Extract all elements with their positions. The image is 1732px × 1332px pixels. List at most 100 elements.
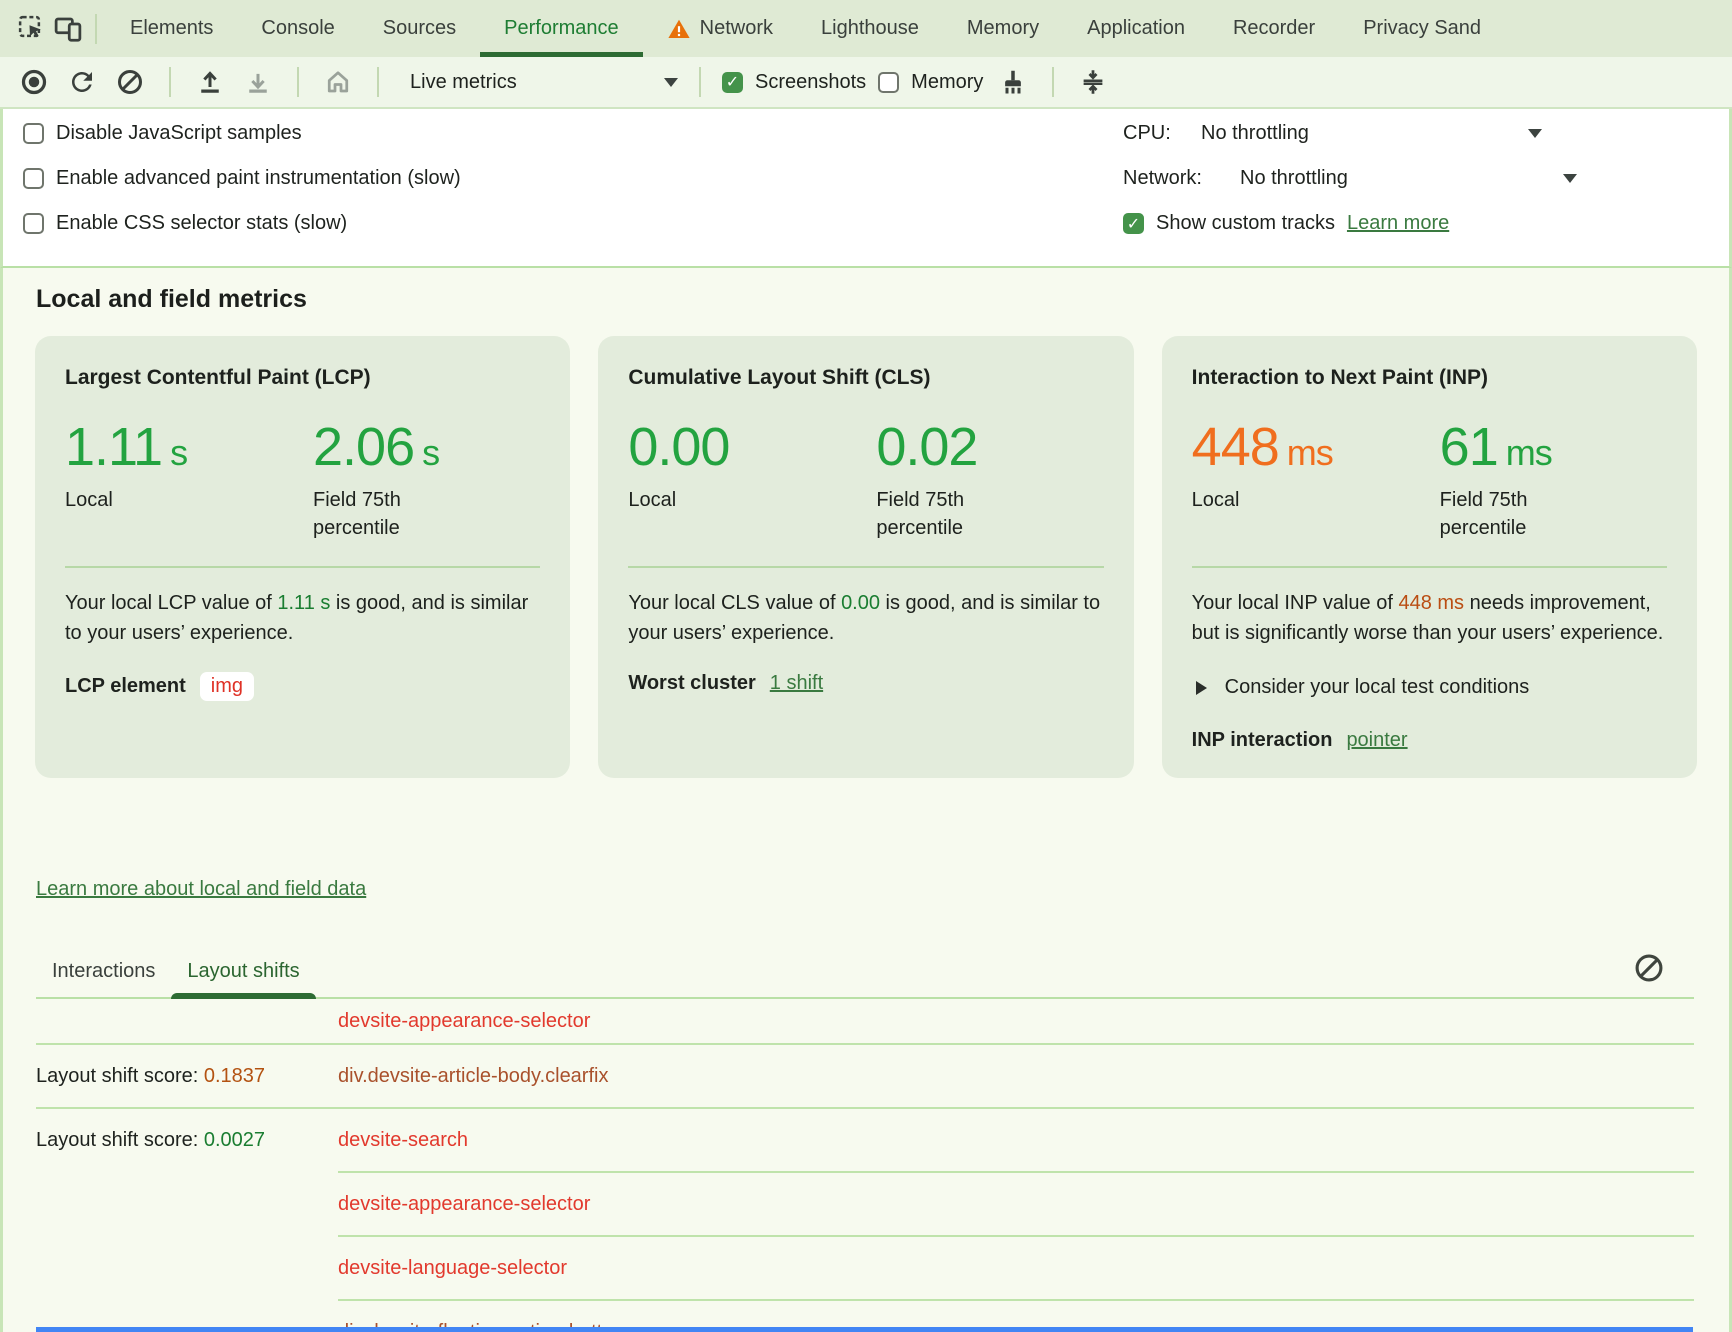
tab-label: Performance	[504, 17, 619, 39]
disable-js-samples-row[interactable]: Disable JavaScript samples	[23, 111, 1729, 156]
upload-profile-icon[interactable]	[192, 64, 228, 100]
element-node-link[interactable]: div.devsite-floating-action-buttons	[338, 1321, 634, 1332]
card-title: Interaction to Next Paint (INP)	[1191, 366, 1489, 389]
live-metrics-panel: Local and field metrics Largest Contentf…	[0, 268, 1732, 1332]
tab-label: Privacy Sand	[1363, 17, 1482, 39]
divider	[95, 13, 97, 44]
network-throttling-select[interactable]: No throttling	[1240, 167, 1348, 189]
lcp-element-node-link[interactable]: img	[199, 672, 255, 701]
divider	[338, 1235, 1694, 1237]
advanced-paint-row[interactable]: Enable advanced paint instrumentation (s…	[23, 156, 1729, 201]
shift-score-value: 0.1837	[203, 1064, 266, 1087]
clear-icon[interactable]	[112, 64, 148, 100]
css-selector-stats-checkbox[interactable]	[23, 213, 44, 234]
chevron-down-icon[interactable]	[1528, 129, 1542, 138]
divider	[699, 67, 701, 97]
element-node-link[interactable]: devsite-appearance-selector	[338, 1192, 591, 1215]
inp-card: Interaction to Next Paint (INP) 448 ms Lo…	[1161, 336, 1697, 778]
table-row[interactable]: Layout shift score: 0.1837 div.devsite-a…	[36, 1045, 1729, 1107]
local-test-conditions-disclosure[interactable]: Consider your local test conditions	[1192, 676, 1667, 699]
lcp-local-value: 1.11 s	[65, 417, 188, 477]
download-profile-icon[interactable]	[240, 64, 276, 100]
inp-interaction-link[interactable]: pointer	[1346, 729, 1408, 751]
memory-toggle[interactable]: Memory	[878, 71, 983, 94]
tab-label: Memory	[966, 17, 1040, 39]
inspect-element-icon[interactable]	[14, 11, 50, 47]
tab-label: Network	[699, 17, 773, 39]
tab-elements[interactable]: Elements	[106, 0, 237, 57]
css-selector-stats-row[interactable]: Enable CSS selector stats (slow)	[23, 201, 1729, 246]
tab-label: Application	[1087, 17, 1185, 39]
tab-network[interactable]: Network	[643, 0, 797, 57]
clear-log-icon[interactable]	[1632, 951, 1666, 985]
collect-garbage-icon[interactable]	[995, 64, 1031, 100]
local-label: Local	[65, 489, 113, 511]
tab-label: Elements	[130, 17, 214, 39]
table-row[interactable]: devsite-appearance-selector	[36, 999, 1729, 1043]
chevron-down-icon[interactable]	[1563, 174, 1577, 183]
disclosure-label: Consider your local test conditions	[1224, 676, 1530, 698]
table-row[interactable]: devsite-appearance-selector	[36, 1173, 1729, 1235]
lcp-element-label: LCP element	[65, 675, 186, 697]
score-cell: Layout shift score: 0.0027	[36, 1128, 266, 1151]
chevron-down-icon	[664, 77, 678, 87]
table-row[interactable]: div.devsite-floating-action-buttons	[36, 1301, 1729, 1332]
local-label: Local	[628, 489, 677, 511]
tab-application[interactable]: Application	[1063, 0, 1209, 57]
field-label: Field 75th percentile	[876, 489, 965, 539]
tab-label: Layout shifts	[187, 960, 300, 982]
tab-console[interactable]: Console	[237, 0, 358, 57]
field-label: Field 75th percentile	[313, 489, 401, 539]
lcp-field-value: 2.06 s	[313, 417, 440, 477]
inp-local-value: 448 ms	[1191, 417, 1334, 477]
collapse-sections-icon[interactable]	[1075, 64, 1111, 100]
tab-label: Recorder	[1232, 17, 1316, 39]
learn-more-field-data-link[interactable]: Learn more about local and field data	[36, 878, 367, 900]
tab-sources[interactable]: Sources	[359, 0, 480, 57]
panel-mode-select[interactable]: Live metrics	[410, 71, 678, 94]
custom-tracks-label: Show custom tracks	[1156, 212, 1335, 234]
screenshots-checkbox[interactable]	[722, 71, 743, 93]
worst-cluster-label: Worst cluster	[628, 672, 756, 694]
page-title: Local and field metrics	[36, 285, 307, 313]
divider	[1052, 67, 1055, 97]
custom-tracks-checkbox[interactable]	[1123, 213, 1144, 234]
tab-layout-shifts[interactable]: Layout shifts	[171, 960, 316, 999]
divider	[36, 1107, 1694, 1109]
tab-memory[interactable]: Memory	[943, 0, 1063, 57]
tab-recorder[interactable]: Recorder	[1209, 0, 1339, 57]
disable-js-samples-label: Disable JavaScript samples	[56, 122, 302, 144]
css-selector-stats-label: Enable CSS selector stats (slow)	[56, 212, 348, 234]
tab-lighthouse[interactable]: Lighthouse	[797, 0, 943, 57]
record-button[interactable]	[16, 64, 52, 100]
score-cell: Layout shift score: 0.1837	[36, 1064, 266, 1087]
element-node-link[interactable]: devsite-search	[338, 1128, 469, 1151]
element-node-link[interactable]: devsite-language-selector	[338, 1256, 568, 1279]
device-toolbar-icon[interactable]	[50, 11, 86, 47]
tab-interactions[interactable]: Interactions	[36, 960, 171, 997]
cpu-label: CPU:	[1123, 122, 1171, 144]
tab-performance[interactable]: Performance	[480, 0, 643, 57]
cpu-throttling-select[interactable]: No throttling	[1201, 122, 1309, 144]
custom-tracks-learn-more-link[interactable]: Learn more	[1346, 212, 1450, 234]
inp-field-value: 61 ms	[1439, 417, 1553, 477]
advanced-paint-checkbox[interactable]	[23, 168, 44, 189]
table-row[interactable]: Layout shift score: 0.0027 devsite-searc…	[36, 1109, 1729, 1171]
screenshots-toggle[interactable]: Screenshots	[722, 71, 866, 94]
reload-record-icon[interactable]	[64, 64, 100, 100]
home-icon[interactable]	[320, 64, 356, 100]
divider	[65, 566, 541, 568]
table-row[interactable]: devsite-language-selector	[36, 1237, 1729, 1299]
memory-checkbox[interactable]	[878, 71, 900, 93]
worst-cluster-link[interactable]: 1 shift	[769, 672, 824, 694]
panel-mode-value: Live metrics	[410, 70, 517, 93]
inp-description: Your local INP value of 448 ms needs imp…	[1191, 592, 1664, 644]
disable-js-samples-checkbox[interactable]	[23, 123, 44, 144]
divider	[338, 1299, 1694, 1301]
element-node-link[interactable]: div.devsite-article-body.clearfix	[338, 1064, 609, 1087]
tab-privacy-sandbox[interactable]: Privacy Sand	[1339, 0, 1505, 57]
network-throttling-row: Network: No throttling	[1123, 156, 1723, 201]
divider	[169, 67, 171, 97]
element-node-link[interactable]: devsite-appearance-selector	[338, 1009, 591, 1032]
